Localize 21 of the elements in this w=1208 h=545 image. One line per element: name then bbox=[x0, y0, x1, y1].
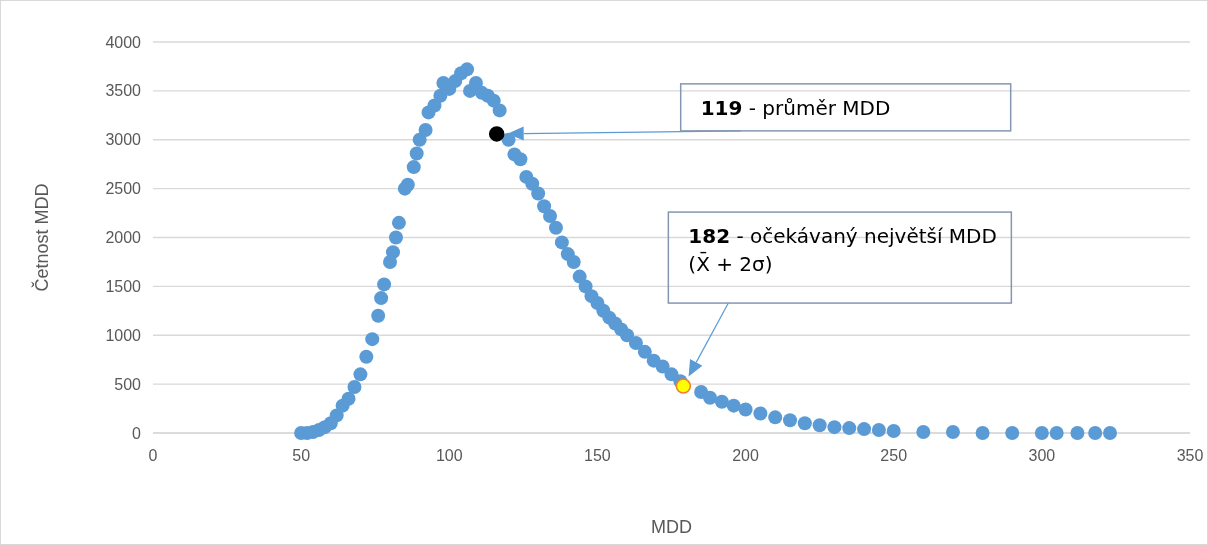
x-tick-label: 200 bbox=[732, 447, 760, 464]
y-tick-label: 1000 bbox=[105, 326, 142, 344]
y-axis-title: Četnost MDD bbox=[31, 183, 52, 292]
y-tick-label: 0 bbox=[132, 424, 142, 442]
y-tick-label: 3000 bbox=[105, 131, 142, 149]
y-tick-label: 2000 bbox=[105, 229, 142, 247]
x-tick-label: 250 bbox=[880, 447, 908, 464]
annotation: 182 - očekávaný největší MDD (X̄ + 2σ) bbox=[688, 224, 997, 277]
x-tick-label: 100 bbox=[435, 447, 463, 464]
y-tick-label: 4000 bbox=[105, 33, 142, 51]
x-axis-title: MDD bbox=[651, 517, 692, 537]
x-tick-label: 150 bbox=[584, 447, 611, 464]
y-tick-label: 3500 bbox=[105, 82, 142, 100]
x-tick-label: 0 bbox=[148, 447, 158, 464]
y-tick-label: 2500 bbox=[105, 180, 142, 198]
y-tick-label: 1500 bbox=[105, 277, 142, 295]
x-tick-label: 300 bbox=[1028, 447, 1056, 464]
y-tick-label: 500 bbox=[114, 375, 142, 393]
annotation: 119 - průměr MDD bbox=[700, 95, 891, 120]
x-tick-label: 50 bbox=[292, 447, 311, 464]
x-tick-label: 350 bbox=[1176, 447, 1204, 464]
